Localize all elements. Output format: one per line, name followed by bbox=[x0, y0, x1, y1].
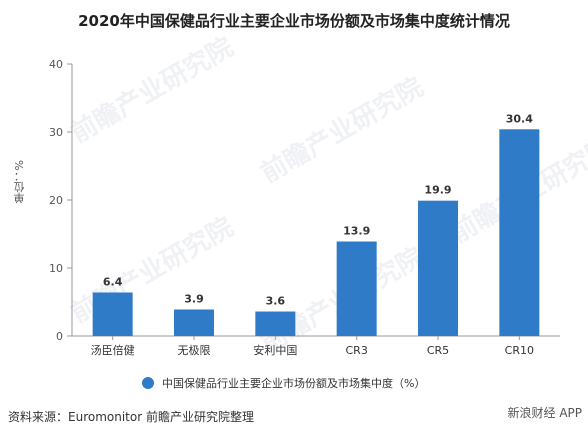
brand-logo-text: 新浪财经 APP bbox=[507, 406, 583, 420]
source-note: 资料来源：Euromonitor 前瞻产业研究院整理 bbox=[8, 410, 254, 424]
bar bbox=[418, 200, 458, 336]
y-tick-label: 20 bbox=[49, 194, 63, 207]
bar bbox=[174, 309, 214, 336]
bar bbox=[255, 311, 296, 336]
y-tick-label: 40 bbox=[49, 58, 63, 71]
data-label: 3.9 bbox=[184, 292, 204, 305]
legend: 中国保健品行业主要企业市场份额及市场集中度（%） bbox=[142, 375, 425, 391]
y-tick-label: 30 bbox=[49, 126, 63, 139]
bar bbox=[92, 292, 133, 336]
chart-title: 2020年中国保健品行业主要企业市场份额及市场集中度统计情况 bbox=[78, 12, 510, 30]
data-label: 13.9 bbox=[343, 224, 370, 237]
y-tick-label: 0 bbox=[56, 330, 63, 343]
y-tick-label: 10 bbox=[49, 262, 63, 275]
x-tick-label: CR10 bbox=[505, 344, 534, 357]
x-tick-label: 汤臣倍健 bbox=[91, 343, 135, 357]
data-label: 6.4 bbox=[103, 275, 123, 288]
x-tick-label: CR3 bbox=[346, 344, 368, 357]
data-label: 3.6 bbox=[266, 295, 286, 308]
legend-marker bbox=[142, 377, 154, 389]
x-tick-label: 安利中国 bbox=[253, 343, 297, 357]
x-tick-label: 无极限 bbox=[178, 343, 211, 357]
bar bbox=[336, 241, 377, 336]
data-label: 19.9 bbox=[424, 184, 451, 197]
bar bbox=[499, 129, 540, 336]
x-tick-label: CR5 bbox=[427, 344, 449, 357]
legend-label: 中国保健品行业主要企业市场份额及市场集中度（%） bbox=[162, 377, 426, 390]
data-label: 30.4 bbox=[506, 112, 533, 125]
